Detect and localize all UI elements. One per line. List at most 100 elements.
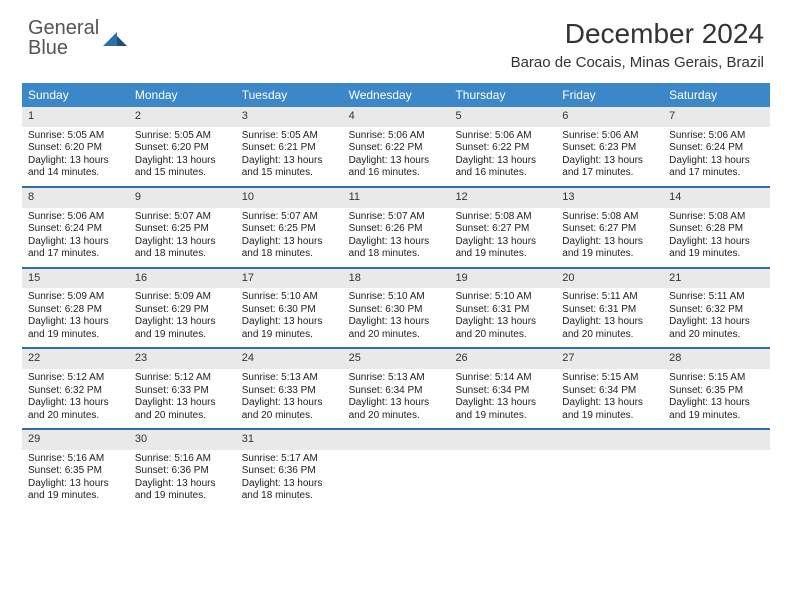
day-cell: 26Sunrise: 5:14 AMSunset: 6:34 PMDayligh… bbox=[449, 349, 556, 428]
sunset-line: Sunset: 6:36 PM bbox=[135, 465, 230, 478]
daylight-line: Daylight: 13 hours and 20 minutes. bbox=[28, 397, 123, 422]
day-number bbox=[556, 430, 663, 450]
weekday-tuesday: Tuesday bbox=[236, 83, 343, 107]
day-number: 18 bbox=[343, 269, 450, 289]
day-cell: 22Sunrise: 5:12 AMSunset: 6:32 PMDayligh… bbox=[22, 349, 129, 428]
sunset-line: Sunset: 6:34 PM bbox=[562, 385, 657, 398]
daylight-line: Daylight: 13 hours and 18 minutes. bbox=[349, 236, 444, 261]
day-body: Sunrise: 5:06 AMSunset: 6:24 PMDaylight:… bbox=[663, 127, 770, 180]
day-number: 17 bbox=[236, 269, 343, 289]
day-number: 26 bbox=[449, 349, 556, 369]
daylight-line: Daylight: 13 hours and 19 minutes. bbox=[669, 236, 764, 261]
day-body: Sunrise: 5:11 AMSunset: 6:31 PMDaylight:… bbox=[556, 288, 663, 341]
day-number: 23 bbox=[129, 349, 236, 369]
sunrise-line: Sunrise: 5:15 AM bbox=[562, 372, 657, 385]
day-number: 12 bbox=[449, 188, 556, 208]
sunset-line: Sunset: 6:25 PM bbox=[242, 223, 337, 236]
day-body: Sunrise: 5:08 AMSunset: 6:27 PMDaylight:… bbox=[556, 208, 663, 261]
day-body: Sunrise: 5:06 AMSunset: 6:23 PMDaylight:… bbox=[556, 127, 663, 180]
sunset-line: Sunset: 6:28 PM bbox=[28, 304, 123, 317]
day-body: Sunrise: 5:06 AMSunset: 6:22 PMDaylight:… bbox=[343, 127, 450, 180]
daylight-line: Daylight: 13 hours and 19 minutes. bbox=[135, 316, 230, 341]
sunrise-line: Sunrise: 5:10 AM bbox=[349, 291, 444, 304]
day-cell: 18Sunrise: 5:10 AMSunset: 6:30 PMDayligh… bbox=[343, 269, 450, 348]
sunrise-line: Sunrise: 5:05 AM bbox=[242, 130, 337, 143]
day-number: 5 bbox=[449, 107, 556, 127]
day-cell: 19Sunrise: 5:10 AMSunset: 6:31 PMDayligh… bbox=[449, 269, 556, 348]
day-number: 14 bbox=[663, 188, 770, 208]
day-body: Sunrise: 5:08 AMSunset: 6:28 PMDaylight:… bbox=[663, 208, 770, 261]
day-body: Sunrise: 5:08 AMSunset: 6:27 PMDaylight:… bbox=[449, 208, 556, 261]
day-number: 8 bbox=[22, 188, 129, 208]
day-body bbox=[343, 450, 450, 498]
daylight-line: Daylight: 13 hours and 18 minutes. bbox=[135, 236, 230, 261]
day-body: Sunrise: 5:06 AMSunset: 6:24 PMDaylight:… bbox=[22, 208, 129, 261]
sunset-line: Sunset: 6:34 PM bbox=[455, 385, 550, 398]
daylight-line: Daylight: 13 hours and 20 minutes. bbox=[669, 316, 764, 341]
day-cell: 11Sunrise: 5:07 AMSunset: 6:26 PMDayligh… bbox=[343, 188, 450, 267]
daylight-line: Daylight: 13 hours and 19 minutes. bbox=[562, 236, 657, 261]
sunset-line: Sunset: 6:32 PM bbox=[28, 385, 123, 398]
weekday-friday: Friday bbox=[556, 83, 663, 107]
day-number bbox=[663, 430, 770, 450]
week-row: 1Sunrise: 5:05 AMSunset: 6:20 PMDaylight… bbox=[22, 107, 770, 186]
day-body bbox=[556, 450, 663, 498]
sunrise-line: Sunrise: 5:08 AM bbox=[562, 211, 657, 224]
sunrise-line: Sunrise: 5:11 AM bbox=[669, 291, 764, 304]
day-body: Sunrise: 5:12 AMSunset: 6:32 PMDaylight:… bbox=[22, 369, 129, 422]
day-number: 6 bbox=[556, 107, 663, 127]
day-body bbox=[663, 450, 770, 498]
day-number bbox=[449, 430, 556, 450]
sunset-line: Sunset: 6:35 PM bbox=[28, 465, 123, 478]
day-cell: 25Sunrise: 5:13 AMSunset: 6:34 PMDayligh… bbox=[343, 349, 450, 428]
day-body: Sunrise: 5:07 AMSunset: 6:25 PMDaylight:… bbox=[236, 208, 343, 261]
sunset-line: Sunset: 6:24 PM bbox=[28, 223, 123, 236]
daylight-line: Daylight: 13 hours and 20 minutes. bbox=[135, 397, 230, 422]
empty-cell bbox=[556, 430, 663, 509]
daylight-line: Daylight: 13 hours and 18 minutes. bbox=[242, 478, 337, 503]
sunset-line: Sunset: 6:20 PM bbox=[135, 142, 230, 155]
daylight-line: Daylight: 13 hours and 20 minutes. bbox=[455, 316, 550, 341]
sunset-line: Sunset: 6:34 PM bbox=[349, 385, 444, 398]
sunrise-line: Sunrise: 5:10 AM bbox=[455, 291, 550, 304]
day-body: Sunrise: 5:15 AMSunset: 6:34 PMDaylight:… bbox=[556, 369, 663, 422]
day-cell: 2Sunrise: 5:05 AMSunset: 6:20 PMDaylight… bbox=[129, 107, 236, 186]
sunset-line: Sunset: 6:31 PM bbox=[455, 304, 550, 317]
day-cell: 21Sunrise: 5:11 AMSunset: 6:32 PMDayligh… bbox=[663, 269, 770, 348]
day-body: Sunrise: 5:09 AMSunset: 6:28 PMDaylight:… bbox=[22, 288, 129, 341]
day-body: Sunrise: 5:13 AMSunset: 6:33 PMDaylight:… bbox=[236, 369, 343, 422]
sunrise-line: Sunrise: 5:05 AM bbox=[135, 130, 230, 143]
sunset-line: Sunset: 6:25 PM bbox=[135, 223, 230, 236]
day-body: Sunrise: 5:17 AMSunset: 6:36 PMDaylight:… bbox=[236, 450, 343, 503]
day-body: Sunrise: 5:05 AMSunset: 6:20 PMDaylight:… bbox=[129, 127, 236, 180]
day-number: 11 bbox=[343, 188, 450, 208]
weekday-saturday: Saturday bbox=[663, 83, 770, 107]
sunrise-line: Sunrise: 5:16 AM bbox=[28, 453, 123, 466]
sunset-line: Sunset: 6:21 PM bbox=[242, 142, 337, 155]
week-row: 29Sunrise: 5:16 AMSunset: 6:35 PMDayligh… bbox=[22, 428, 770, 509]
day-body: Sunrise: 5:09 AMSunset: 6:29 PMDaylight:… bbox=[129, 288, 236, 341]
daylight-line: Daylight: 13 hours and 19 minutes. bbox=[455, 397, 550, 422]
day-body: Sunrise: 5:10 AMSunset: 6:30 PMDaylight:… bbox=[343, 288, 450, 341]
day-cell: 7Sunrise: 5:06 AMSunset: 6:24 PMDaylight… bbox=[663, 107, 770, 186]
day-body: Sunrise: 5:13 AMSunset: 6:34 PMDaylight:… bbox=[343, 369, 450, 422]
sunset-line: Sunset: 6:27 PM bbox=[562, 223, 657, 236]
day-cell: 8Sunrise: 5:06 AMSunset: 6:24 PMDaylight… bbox=[22, 188, 129, 267]
day-number: 31 bbox=[236, 430, 343, 450]
daylight-line: Daylight: 13 hours and 17 minutes. bbox=[28, 236, 123, 261]
day-number: 4 bbox=[343, 107, 450, 127]
day-body: Sunrise: 5:07 AMSunset: 6:25 PMDaylight:… bbox=[129, 208, 236, 261]
sunset-line: Sunset: 6:23 PM bbox=[562, 142, 657, 155]
daylight-line: Daylight: 13 hours and 15 minutes. bbox=[135, 155, 230, 180]
daylight-line: Daylight: 13 hours and 17 minutes. bbox=[562, 155, 657, 180]
sunrise-line: Sunrise: 5:09 AM bbox=[135, 291, 230, 304]
day-number: 28 bbox=[663, 349, 770, 369]
day-cell: 5Sunrise: 5:06 AMSunset: 6:22 PMDaylight… bbox=[449, 107, 556, 186]
sunrise-line: Sunrise: 5:16 AM bbox=[135, 453, 230, 466]
sunrise-line: Sunrise: 5:12 AM bbox=[135, 372, 230, 385]
location: Barao de Cocais, Minas Gerais, Brazil bbox=[511, 54, 764, 71]
daylight-line: Daylight: 13 hours and 20 minutes. bbox=[562, 316, 657, 341]
sunrise-line: Sunrise: 5:13 AM bbox=[242, 372, 337, 385]
daylight-line: Daylight: 13 hours and 19 minutes. bbox=[28, 478, 123, 503]
sunrise-line: Sunrise: 5:06 AM bbox=[669, 130, 764, 143]
